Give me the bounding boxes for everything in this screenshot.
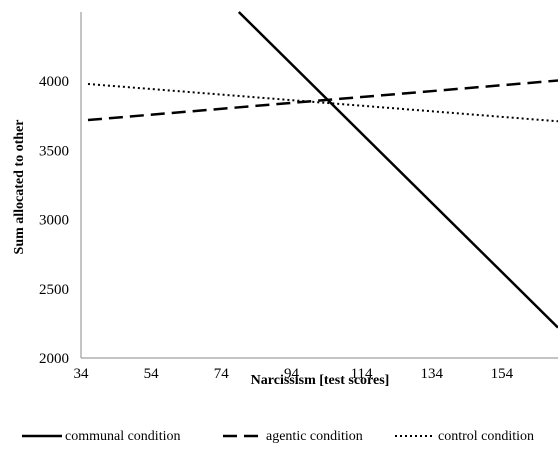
x-tick-label: 114 <box>351 366 373 382</box>
y-axis-title: Sum allocated to other <box>12 120 27 255</box>
x-tick-label: 94 <box>284 366 300 382</box>
x-tick-label: 154 <box>491 366 514 382</box>
x-tick-label: 134 <box>420 366 443 382</box>
y-tick-label: 4000 <box>39 74 69 90</box>
legend-label-3: control condition <box>438 429 534 444</box>
x-tick-label: 74 <box>214 366 230 382</box>
legend: communal condition agentic condition contr… <box>22 429 534 444</box>
x-tick-label: 34 <box>74 366 90 382</box>
y-tick-label: 3500 <box>39 143 69 159</box>
legend-label-2: agentic condition <box>266 429 363 444</box>
y-tick-label: 2500 <box>39 282 69 298</box>
y-tick-label: 3000 <box>39 213 69 229</box>
x-tick-label: 54 <box>144 366 160 382</box>
series-line-3 <box>87 83 558 123</box>
series-line-1 <box>237 11 558 329</box>
series-line-2 <box>87 79 558 122</box>
x-axis-title: Narcissism [test scores] <box>251 373 390 388</box>
legend-label-1: communal condition <box>65 429 180 444</box>
y-tick-label: 2000 <box>39 351 69 367</box>
